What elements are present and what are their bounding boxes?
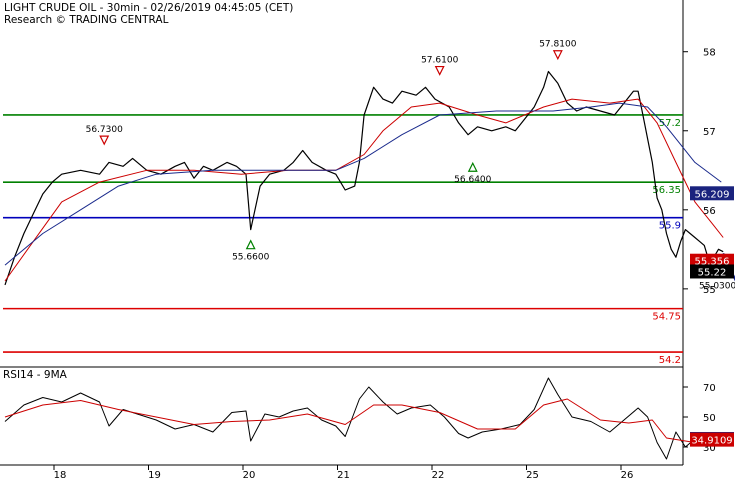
peak-marker [434, 65, 445, 76]
price-tag-label: 55.22 [698, 267, 727, 278]
level-label: 56.35 [652, 185, 681, 196]
x-tick-label: 19 [148, 470, 161, 480]
level-note: 55.0300 [699, 281, 735, 291]
price-tag-label: 56.209 [695, 189, 730, 200]
x-tick-label: 26 [621, 470, 634, 480]
axes-layer: 58 57 56 55 70 50 30 18 19 20 21 22 25 26 [53, 48, 716, 481]
series-layer [4, 70, 724, 460]
level-label: 54.75 [652, 312, 681, 323]
peak-label: 57.6100 [421, 56, 458, 66]
price-tag-label: 55.356 [695, 257, 730, 268]
rsi-panel-label: RSI14 - 9MA [3, 369, 68, 381]
rsi-tick-label: 70 [703, 383, 716, 394]
peak-marker [99, 135, 110, 146]
price-tag [690, 253, 734, 268]
chart-title: LIGHT CRUDE OIL - 30min - 02/26/2019 04:… [4, 2, 293, 14]
level-label: 55.9 [659, 221, 681, 232]
trough-label: 55.6600 [232, 253, 269, 263]
y-tick-label: 57 [703, 127, 716, 138]
price-axis-area [683, 0, 735, 480]
trough-marker [467, 161, 478, 172]
trough-label: 56.6400 [454, 175, 491, 185]
series-rsi [4, 377, 724, 460]
rsi-tick-label: 50 [703, 413, 716, 424]
x-tick-label: 25 [526, 470, 539, 480]
price-tag [690, 186, 734, 201]
series-ma_slow [4, 102, 722, 266]
peak-label: 56.7300 [86, 125, 123, 135]
series-price [4, 70, 724, 286]
rsi-tick-label: 30 [703, 443, 716, 454]
level-label: 57.2 [659, 118, 681, 129]
y-tick-label: 55 [703, 285, 716, 296]
series-rsi_ma [4, 398, 724, 443]
y-tick-label: 58 [703, 48, 716, 59]
peak-label: 57.8100 [539, 40, 576, 50]
level-label: 54.2 [659, 355, 681, 366]
levels-layer: 57.2 56.35 55.9 54.75 54.2 [3, 114, 683, 366]
x-tick-label: 20 [243, 470, 256, 480]
trough-marker [245, 239, 256, 250]
series-ma_fast [4, 98, 724, 282]
price-tag-label: 34.9109 [691, 436, 732, 447]
chart-subtitle: Research © TRADING CENTRAL [4, 14, 169, 26]
peak-marker [552, 50, 563, 61]
x-tick-label: 18 [54, 470, 67, 480]
price-tag [690, 264, 734, 279]
y-tick-label: 56 [703, 206, 716, 217]
x-tick-label: 21 [337, 470, 350, 480]
price-tag [690, 432, 734, 447]
x-tick-label: 22 [432, 470, 445, 480]
